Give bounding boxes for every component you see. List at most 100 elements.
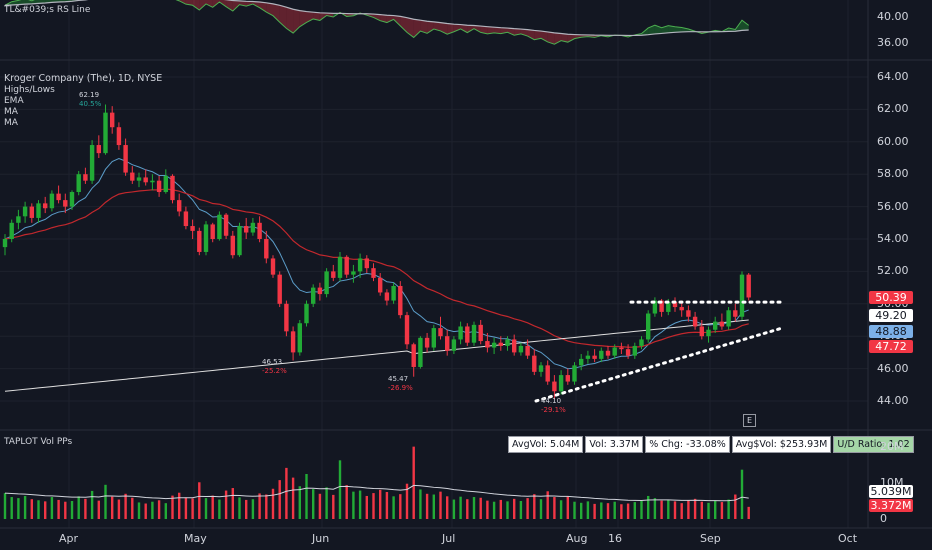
volume-bar [707, 502, 710, 519]
volume-bar [318, 493, 322, 519]
candle-body [679, 307, 684, 311]
candle-body [491, 342, 497, 348]
ma-red-line [4, 188, 749, 348]
volume-panel-label: TAPLOT Vol PPs [4, 437, 73, 447]
candle-body [143, 177, 148, 183]
candle-body [512, 339, 517, 353]
candle-body [110, 112, 115, 128]
volume-bar [117, 499, 121, 519]
candle-body [76, 174, 81, 193]
volume-bar [218, 499, 221, 519]
vol-tick-20m: 20M [880, 440, 904, 453]
rs-fill [199, 0, 206, 10]
volume-bar [720, 502, 724, 519]
volume-bar [258, 493, 261, 519]
volume-bar [459, 496, 462, 519]
candle-body [659, 300, 664, 312]
volume-bar [104, 484, 107, 519]
rs-fill [447, 23, 454, 35]
volume-bar [137, 502, 141, 519]
volume-bar [184, 497, 188, 519]
volume-bar [539, 499, 543, 519]
x-axis-label: Aug [566, 532, 588, 545]
rs-fill [668, 25, 675, 33]
candle-body [237, 226, 242, 256]
volume-bar [740, 469, 744, 519]
volume-bar [37, 500, 40, 519]
tag-ema: 48.88 [869, 325, 913, 338]
annot-low2-pct: -26.9% [388, 384, 413, 392]
volume-bar [486, 500, 489, 519]
stat-vol: Vol: 3.37M [585, 436, 644, 453]
candle-body [458, 326, 463, 340]
volume-bar [312, 489, 315, 519]
price-tick: 54.00 [877, 232, 909, 245]
rs-tick-36: 36.00 [877, 36, 909, 49]
price-tick: 60.00 [877, 134, 909, 148]
volume-bar [224, 490, 228, 519]
candle-body [478, 324, 483, 342]
tag-ma-white: 49.20 [869, 309, 913, 322]
rs-fill [547, 31, 555, 45]
volume-bar [111, 496, 114, 519]
volume-bar [727, 499, 730, 519]
volume-bar [593, 503, 596, 519]
candle-body [317, 287, 323, 295]
rs-fill [252, 1, 260, 8]
candle-body [391, 285, 396, 301]
candle-body [364, 258, 369, 269]
volume-bar [626, 503, 630, 519]
candle-body [518, 345, 524, 353]
rs-fill [192, 0, 200, 10]
rs-fill [474, 25, 481, 33]
candle-body [666, 302, 671, 312]
candle-body [331, 271, 336, 278]
candle-body [270, 258, 276, 275]
rs-fill [675, 26, 682, 33]
candle-body [585, 355, 591, 359]
candle-body [632, 345, 637, 356]
price-tick: 62.00 [877, 102, 909, 116]
rs-fill [480, 26, 488, 34]
x-axis-label: Jun [312, 532, 330, 545]
rs-fill [427, 21, 434, 34]
stat-avg-vol: AvgVol: 5.04M [508, 436, 584, 453]
rs-fill [514, 28, 521, 36]
candle-body [96, 145, 101, 154]
candle-body [304, 303, 309, 324]
volume-bar [271, 488, 275, 519]
rs-fill [487, 26, 495, 34]
candle-body [56, 193, 61, 201]
rs-panel-label: TL&#039;s RS Line [4, 5, 91, 15]
volume-bar [191, 498, 194, 519]
candle-body [639, 339, 644, 346]
rs-fill [407, 17, 414, 38]
rs-fill [460, 24, 468, 33]
candle-body [130, 172, 135, 181]
volume-bar [499, 499, 502, 519]
annot-low3-price: 44.10 [541, 397, 562, 405]
candle-body [733, 310, 738, 317]
volume-bar [365, 495, 368, 519]
volume-bar [171, 495, 174, 519]
rs-fill [567, 34, 575, 43]
rs-fill [246, 1, 253, 7]
candle-body [43, 203, 48, 209]
candle-body [686, 310, 691, 317]
volume-bar [472, 497, 476, 519]
candle-body [411, 344, 416, 367]
volume-bar [90, 490, 94, 519]
x-axis-label: May [184, 532, 207, 545]
volume-bar [667, 499, 670, 519]
rs-fill [742, 20, 749, 31]
annot-low1-price: 46.53 [262, 358, 283, 366]
volume-bar [278, 480, 281, 519]
volume-bar [325, 487, 328, 519]
x-axis-label: 16 [608, 532, 622, 545]
volume-bar [633, 502, 636, 519]
earnings-marker[interactable]: E [743, 414, 756, 427]
candle-body [532, 355, 537, 372]
volume-bar [131, 497, 134, 519]
price-tick: 52.00 [877, 264, 909, 278]
volume-bar [352, 491, 355, 519]
